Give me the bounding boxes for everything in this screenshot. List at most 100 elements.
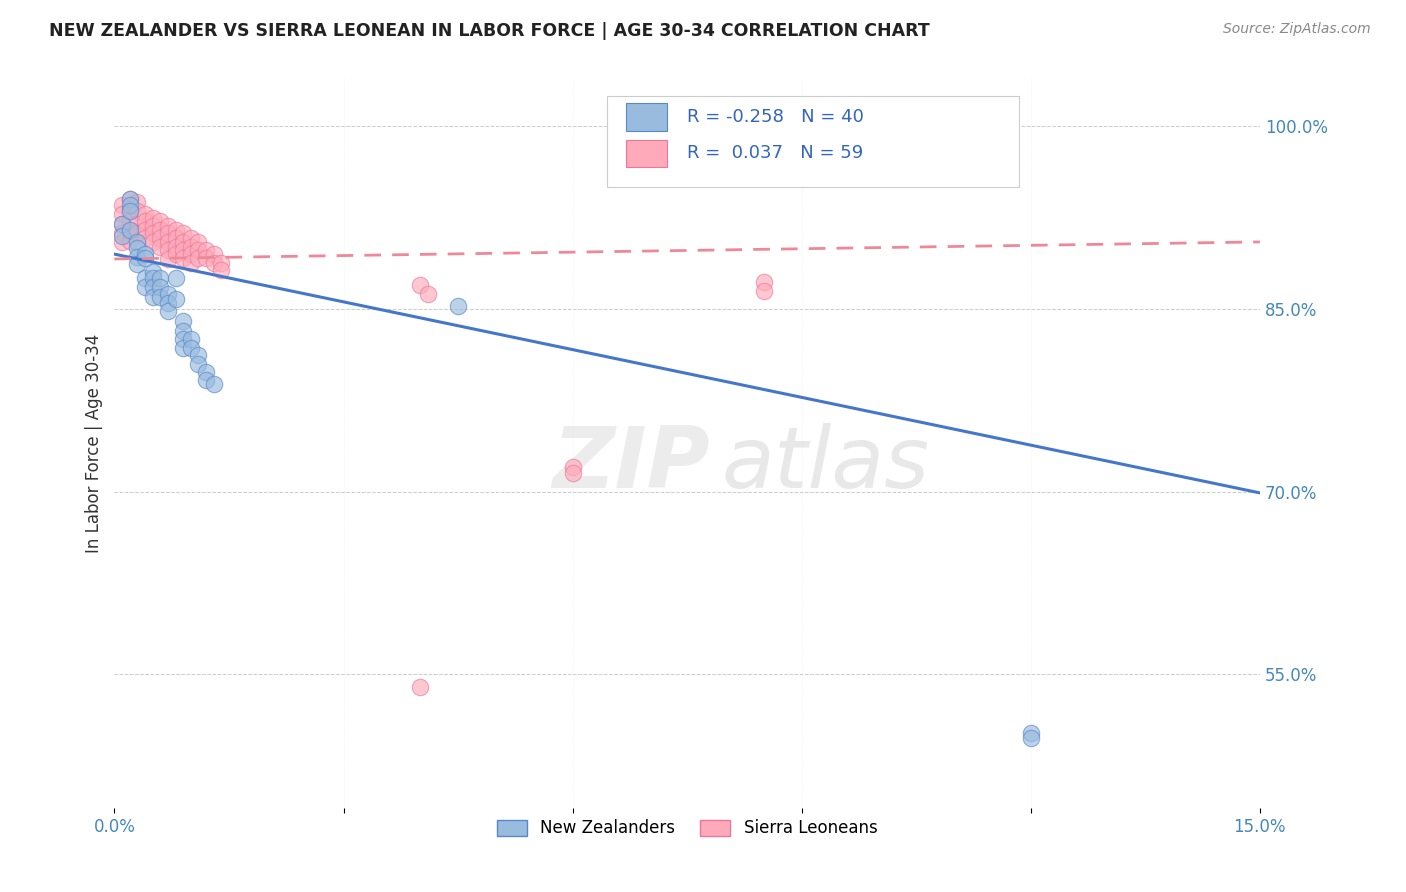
Point [416, 287, 439, 301]
Text: atlas: atlas [721, 424, 929, 507]
Point [195, 365, 218, 379]
Point [447, 300, 470, 314]
Point [187, 235, 209, 249]
Point [172, 341, 194, 355]
Point [209, 255, 232, 269]
Point [187, 357, 209, 371]
Point [134, 223, 156, 237]
Point [118, 204, 141, 219]
Point [165, 231, 187, 245]
Point [195, 373, 218, 387]
Point [180, 255, 202, 269]
Point [142, 290, 165, 304]
Point [202, 377, 225, 392]
Point [111, 198, 134, 212]
Point [156, 295, 179, 310]
Point [202, 247, 225, 261]
Point [165, 240, 187, 254]
Point [172, 227, 194, 241]
Point [149, 240, 172, 254]
Point [409, 680, 432, 694]
Point [134, 280, 156, 294]
Point [111, 207, 134, 221]
Point [111, 227, 134, 241]
Text: R = -0.258   N = 40: R = -0.258 N = 40 [688, 108, 865, 126]
Point [165, 247, 187, 261]
Point [149, 231, 172, 245]
Point [111, 235, 134, 249]
Point [127, 194, 149, 209]
Point [134, 214, 156, 228]
Point [172, 235, 194, 249]
Point [127, 241, 149, 255]
Point [149, 280, 172, 294]
Y-axis label: In Labor Force | Age 30-34: In Labor Force | Age 30-34 [86, 334, 103, 552]
Point [156, 244, 179, 258]
Point [118, 234, 141, 248]
Text: Source: ZipAtlas.com: Source: ZipAtlas.com [1223, 22, 1371, 37]
Point [195, 251, 218, 265]
Point [111, 228, 134, 243]
Point [172, 332, 194, 346]
Point [142, 235, 165, 249]
Point [142, 280, 165, 294]
Point [134, 271, 156, 285]
Point [149, 214, 172, 228]
Point [149, 223, 172, 237]
Point [1019, 731, 1042, 745]
Point [156, 287, 179, 301]
Point [134, 247, 156, 261]
Point [149, 271, 172, 285]
Point [180, 341, 202, 355]
Point [142, 219, 165, 233]
Point [752, 275, 775, 289]
Point [134, 207, 156, 221]
Point [195, 244, 218, 258]
Point [187, 244, 209, 258]
Point [561, 460, 583, 475]
Point [127, 257, 149, 271]
Point [180, 240, 202, 254]
Point [118, 198, 141, 212]
Legend: New Zealanders, Sierra Leoneans: New Zealanders, Sierra Leoneans [491, 813, 884, 844]
Point [127, 235, 149, 249]
Point [127, 227, 149, 241]
Point [156, 235, 179, 249]
Point [180, 332, 202, 346]
FancyBboxPatch shape [627, 139, 666, 168]
Point [172, 314, 194, 328]
Point [165, 223, 187, 237]
Point [156, 227, 179, 241]
Point [561, 467, 583, 481]
Point [156, 252, 179, 266]
Point [209, 263, 232, 277]
Point [142, 265, 165, 279]
Point [118, 223, 141, 237]
Point [149, 290, 172, 304]
Point [172, 324, 194, 338]
Point [187, 251, 209, 265]
Point [172, 251, 194, 265]
Point [165, 292, 187, 306]
Point [180, 247, 202, 261]
Point [142, 211, 165, 225]
Point [118, 192, 141, 206]
Point [165, 271, 187, 285]
Point [118, 202, 141, 216]
Point [111, 217, 134, 231]
Point [1019, 726, 1042, 740]
Point [111, 217, 134, 231]
Point [172, 244, 194, 258]
Point [127, 204, 149, 219]
Point [142, 271, 165, 285]
Text: NEW ZEALANDER VS SIERRA LEONEAN IN LABOR FORCE | AGE 30-34 CORRELATION CHART: NEW ZEALANDER VS SIERRA LEONEAN IN LABOR… [49, 22, 929, 40]
Point [142, 227, 165, 241]
Point [752, 284, 775, 298]
Point [118, 224, 141, 238]
FancyBboxPatch shape [627, 103, 666, 131]
Point [180, 231, 202, 245]
Point [118, 214, 141, 228]
Point [134, 231, 156, 245]
FancyBboxPatch shape [607, 95, 1019, 187]
Point [187, 348, 209, 362]
